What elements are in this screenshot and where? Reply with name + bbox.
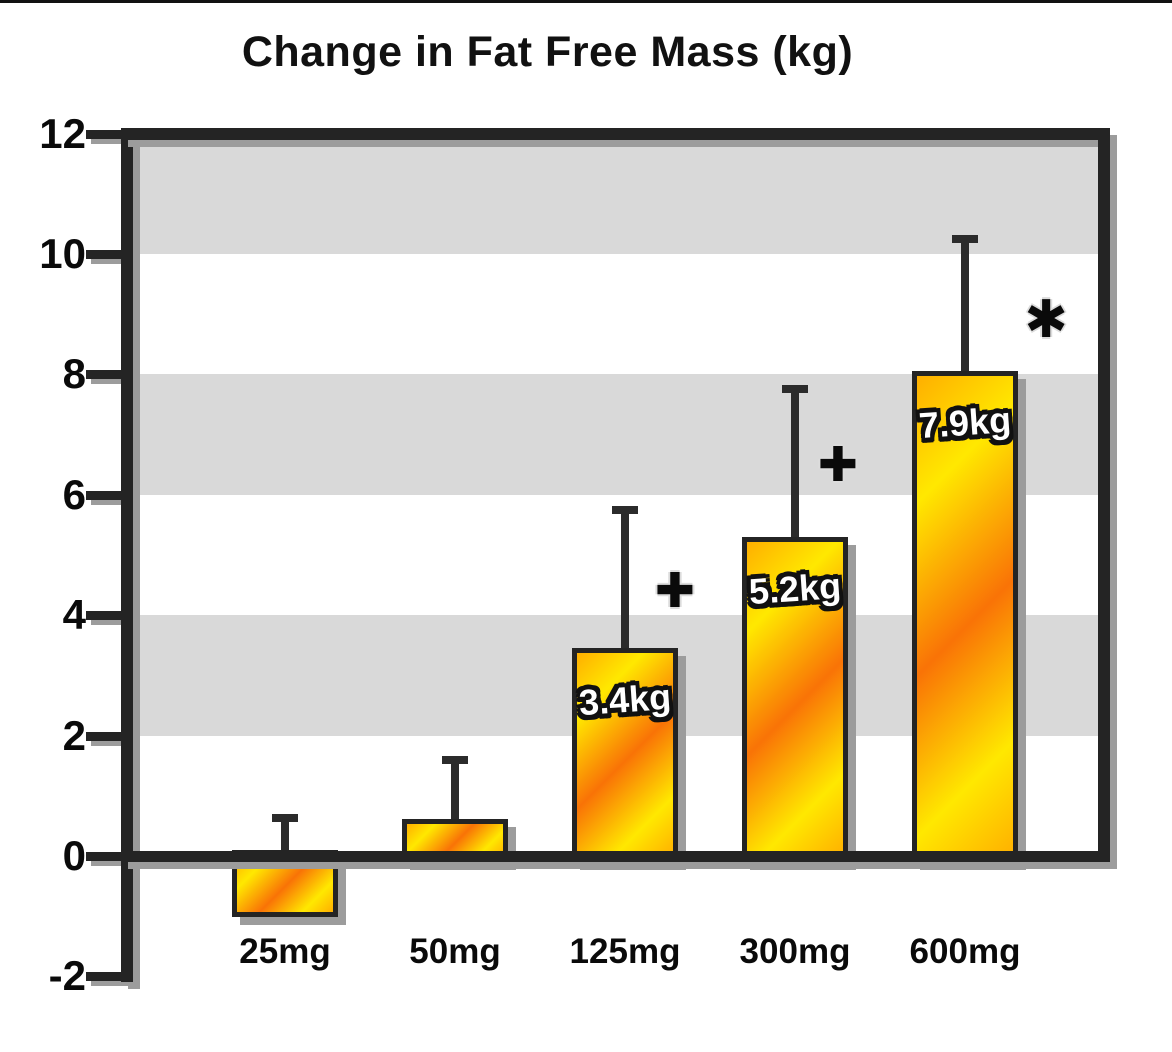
bar: 7.9kg — [912, 371, 1018, 862]
bar-value-label: 3.4kg — [577, 676, 673, 724]
y-axis-tick-label: 8 — [62, 350, 86, 398]
grid-band — [133, 133, 1098, 254]
plus-marker-annotation: ✚ — [654, 565, 696, 619]
asterisk-marker-annotation: ✱ — [1024, 291, 1068, 350]
x-category-label: 50mg — [409, 932, 501, 971]
x-category-label: 600mg — [909, 932, 1021, 971]
error-bar-cap — [952, 234, 978, 243]
x-category-label: 125mg — [569, 932, 681, 971]
error-bar-line — [961, 238, 969, 376]
error-bar-line — [281, 818, 289, 860]
y-axis-tick-label: 4 — [62, 591, 86, 639]
y-axis-tick — [86, 731, 127, 741]
x-category-label: 300mg — [739, 932, 851, 971]
y-axis-tick — [86, 972, 127, 982]
y-axis-tick — [86, 490, 127, 500]
y-axis-tick — [86, 250, 127, 259]
plot-top-border — [121, 128, 1110, 140]
y-axis-tick-label: 12 — [39, 109, 86, 157]
y-axis-tick-label: 0 — [62, 832, 86, 879]
x-axis-zero-line — [121, 851, 1110, 862]
plot-right-border — [1098, 128, 1110, 862]
chart-title: Change in Fat Free Mass (kg) — [241, 28, 854, 76]
error-bar-cap — [612, 505, 638, 514]
bar-value-label: 5.2kg — [747, 564, 843, 613]
y-axis-tick — [86, 370, 127, 380]
x-category-label: 25mg — [239, 932, 331, 971]
bar: 5.2kg — [742, 536, 848, 862]
bar: 3.4kg — [572, 648, 678, 862]
y-axis-tick — [86, 852, 127, 861]
error-bar-cap — [782, 385, 808, 394]
y-axis-tick-label: -2 — [48, 952, 86, 1000]
y-axis-line — [121, 128, 133, 982]
image-top-border — [0, 0, 1172, 3]
y-axis-tick-label: 2 — [62, 711, 86, 759]
y-axis-tick — [86, 129, 127, 139]
error-bar-line — [451, 759, 459, 823]
y-axis-tick-label: 10 — [39, 230, 86, 277]
y-axis-tick-label: 6 — [62, 470, 86, 518]
error-bar-cap — [272, 814, 298, 823]
error-bar-line — [621, 509, 629, 653]
error-bar-line — [791, 389, 799, 541]
y-axis-tick — [86, 611, 127, 621]
error-bar-cap — [442, 755, 468, 764]
plus-marker-annotation: ✚ — [817, 438, 859, 492]
bar-value-label: 7.9kg — [917, 399, 1013, 447]
